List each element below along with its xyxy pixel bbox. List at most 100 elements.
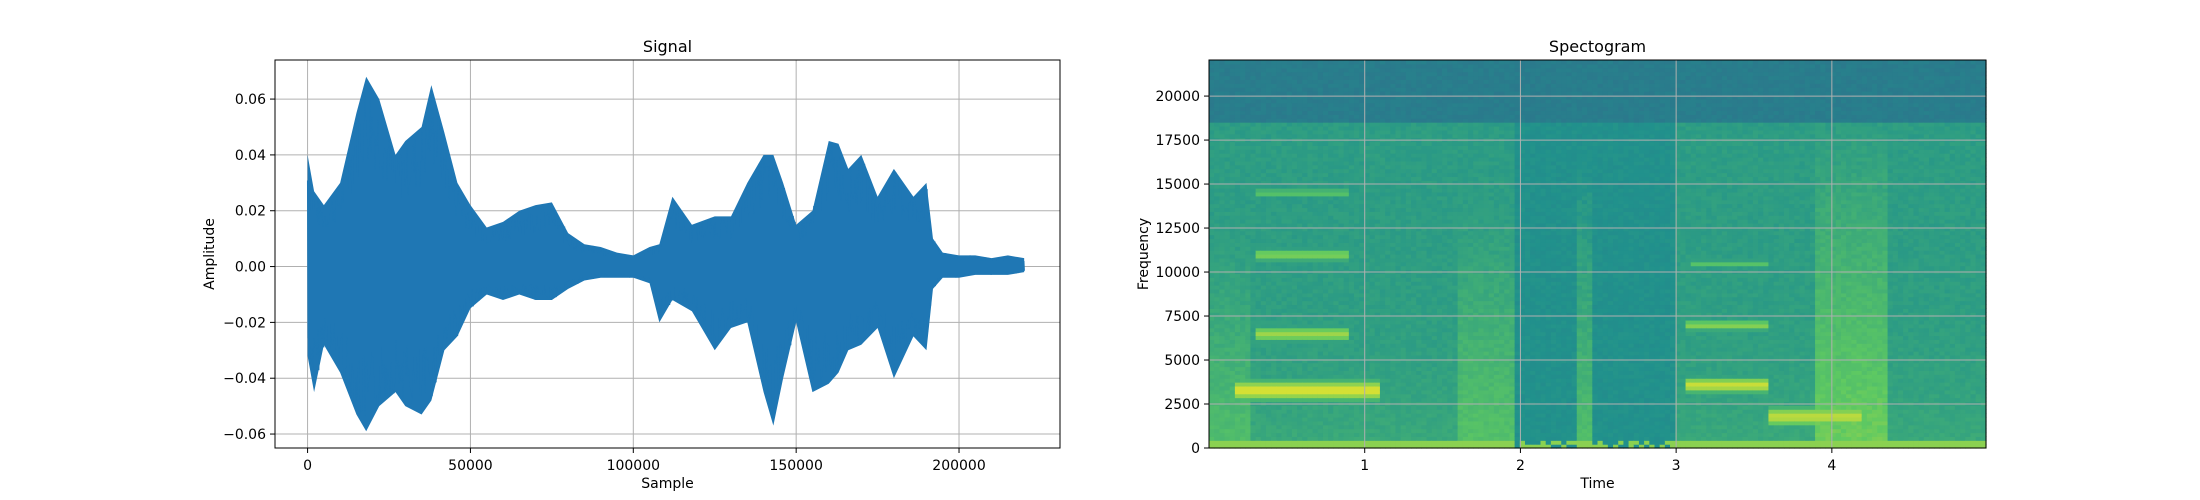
spectrogram-cell — [1209, 242, 1215, 247]
spectrogram-cell — [1307, 440, 1314, 445]
spectrogram-cell — [1462, 374, 1469, 379]
spectrogram-cell — [1312, 71, 1319, 77]
spectrogram-cell — [1333, 362, 1340, 368]
spectrogram-cell — [1286, 432, 1293, 437]
spectrogram-cell — [1374, 254, 1381, 259]
spectrogram-cell — [1364, 125, 1371, 131]
spectrogram-cell — [1421, 405, 1428, 410]
spectrogram-cell — [1240, 312, 1246, 317]
spectrogram-cell — [1260, 362, 1267, 368]
spectrogram-cell — [1297, 397, 1303, 403]
spectrogram-cell — [1364, 370, 1371, 375]
spectrogram-cell — [1234, 211, 1241, 216]
spectrogram-cell — [1209, 316, 1215, 321]
spectrogram-cell — [1374, 172, 1381, 177]
spectrogram-cell — [1271, 63, 1277, 69]
spectrogram-cell — [1297, 133, 1303, 139]
spectrogram-cell — [1416, 428, 1422, 434]
spectrogram-cell — [1250, 354, 1257, 360]
spectrogram-cell — [1338, 242, 1345, 247]
spectrogram-cell — [1390, 160, 1397, 166]
spectrogram-cell — [1374, 98, 1381, 104]
spectrogram-cell — [1421, 316, 1428, 321]
spectrogram-cell — [1416, 180, 1422, 185]
spectrogram-cell — [1452, 145, 1459, 150]
spectrogram-cell — [1447, 145, 1454, 150]
spectrogram-cell — [1229, 319, 1236, 325]
spectrogram-cell — [1209, 238, 1215, 243]
spectrogram-cell — [1379, 211, 1386, 216]
spectrogram-cell — [1343, 75, 1350, 80]
spectrogram-cell — [1281, 164, 1288, 170]
spectrogram-cell — [1421, 195, 1428, 201]
spectrogram-cell — [1379, 428, 1386, 434]
spectrogram-cell — [1286, 370, 1293, 375]
spectrogram-cell — [1297, 94, 1303, 100]
spectrogram-cell — [1250, 106, 1257, 112]
spectrogram-cell — [1354, 327, 1360, 333]
spectrogram-cell — [1374, 409, 1381, 414]
spectrogram-cell — [1436, 125, 1443, 131]
spectrogram-cell — [1405, 238, 1412, 243]
spectrogram-cell — [1421, 292, 1428, 298]
spectrogram-cell — [1364, 416, 1371, 422]
spectrogram-cell — [1405, 91, 1412, 96]
spectrogram-cell — [1255, 436, 1262, 441]
spectrogram-cell — [1390, 331, 1397, 337]
spectrogram-cell — [1281, 288, 1288, 294]
spectrogram-cell — [1369, 79, 1376, 84]
spectrogram-cell — [1452, 281, 1459, 286]
spectrogram-cell — [1245, 172, 1252, 177]
spectrogram-cell — [1457, 118, 1464, 123]
spectrogram-cell — [1369, 87, 1376, 92]
spectrogram-cell — [1421, 172, 1428, 177]
spectrogram-cell — [1338, 195, 1345, 201]
spectrogram-cell — [1317, 440, 1324, 445]
spectrogram-cell — [1333, 257, 1340, 263]
spectrogram-cell — [1281, 254, 1288, 259]
spectrogram-cell — [1442, 98, 1448, 104]
spectrogram-cell — [1390, 296, 1397, 302]
spectrogram-cell — [1452, 238, 1459, 243]
spectrogram-cell — [1364, 413, 1371, 418]
spectrogram-cell — [1348, 413, 1355, 418]
spectrogram-cell — [1250, 129, 1257, 135]
spectrogram-cell — [1214, 160, 1220, 166]
spectrogram-cell — [1374, 374, 1381, 379]
spectrogram-cell — [1276, 75, 1283, 80]
spectrogram-cell — [1354, 102, 1360, 108]
spectrogram-cell — [1250, 296, 1257, 302]
spectrogram-cell — [1436, 308, 1443, 313]
spectrogram-cell — [1255, 296, 1262, 302]
spectrogram-cell — [1271, 250, 1277, 255]
spectrogram-cell — [1442, 145, 1448, 150]
spectrogram-cell — [1421, 160, 1428, 166]
spectrogram-cell — [1431, 416, 1438, 422]
spectrogram-cell — [1333, 168, 1340, 174]
spectrogram-cell — [1291, 389, 1298, 395]
spectrogram-cell — [1395, 242, 1402, 247]
spectrogram-cell — [1240, 416, 1246, 422]
signal-waveform-trace — [306, 93, 1025, 416]
spectrogram-cell — [1255, 351, 1262, 356]
spectrogram-cell — [1400, 409, 1407, 414]
spectrogram-cell — [1385, 180, 1391, 185]
spectrogram-cell — [1250, 226, 1257, 232]
spectrogram-cell — [1271, 319, 1277, 325]
spectrogram-cell — [1265, 257, 1272, 263]
spectrogram-cell — [1229, 436, 1236, 441]
spectrogram-cell — [1452, 91, 1459, 96]
spectrogram-cell — [1452, 180, 1459, 185]
spectrogram-cell — [1390, 347, 1397, 352]
spectrogram-cell — [1426, 71, 1433, 77]
spectrogram-cell — [1442, 207, 1448, 212]
spectrogram-cell — [1364, 230, 1371, 236]
spectrogram-cell — [1343, 444, 1350, 449]
spectrogram-cell — [1297, 428, 1303, 434]
spectrogram-cell — [1250, 250, 1257, 255]
spectrogram-cell — [1395, 351, 1402, 356]
spectrogram-cell — [1255, 211, 1262, 216]
spectrogram-cell — [1411, 347, 1417, 352]
spectrogram-cell — [1395, 168, 1402, 174]
